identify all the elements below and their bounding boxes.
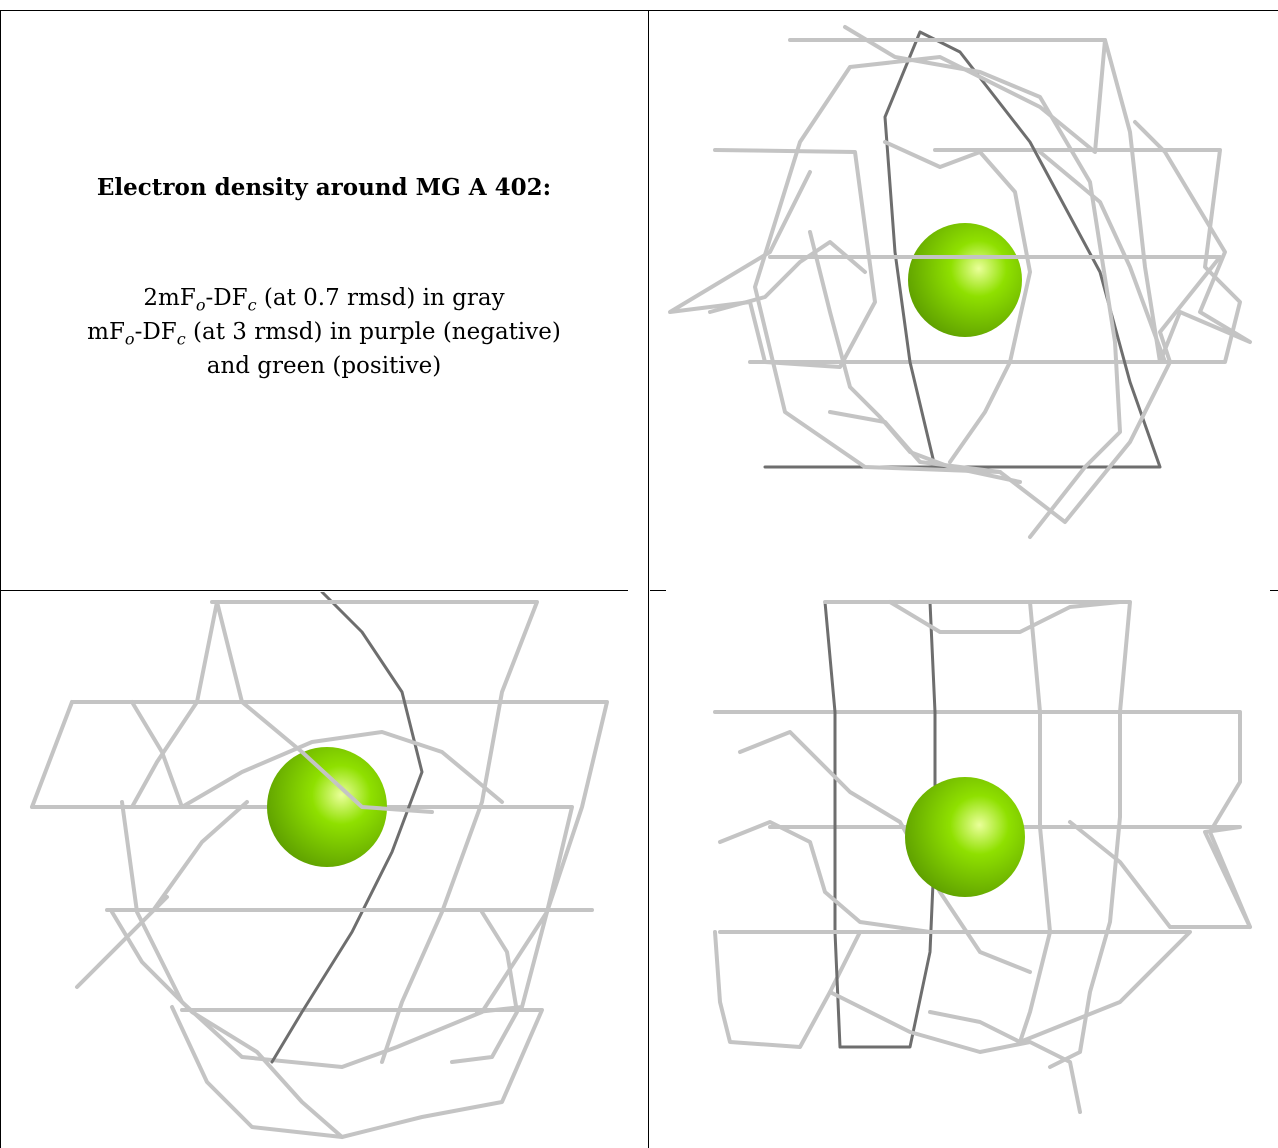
mesh-strand — [808, 230, 1022, 484]
mesh-strand — [763, 30, 1162, 469]
table-divider-horizontal-right — [1270, 590, 1278, 591]
mesh-back-layer — [30, 592, 609, 1139]
mesh-front-layer — [30, 600, 594, 1139]
magnesium-ion-sphere — [908, 223, 1022, 337]
mesh-strand — [110, 910, 344, 1139]
mesh-strand — [738, 730, 1032, 974]
mesh-back-layer — [713, 600, 1252, 1114]
caption-line-green: and green (positive) — [206, 353, 442, 379]
mesh-back-layer — [668, 25, 1242, 539]
density-view-bottom-right — [650, 592, 1276, 1148]
mesh-front-layer — [753, 38, 1252, 524]
mesh-strand — [75, 800, 249, 989]
density-view-top-right — [650, 12, 1276, 588]
mesh-strand — [30, 600, 434, 814]
mesh-strand — [170, 1005, 544, 1139]
table-divider-horizontal-left — [0, 590, 628, 591]
mesh-strand — [888, 600, 1122, 634]
density-mesh-view-1 — [668, 25, 1252, 539]
table-border-top — [0, 10, 1278, 11]
caption-line-mfo-dfc: mFo-DFc (at 3 rmsd) in purple (negative) — [87, 319, 561, 349]
mesh-strand — [843, 25, 1122, 539]
mesh-strand — [450, 910, 519, 1064]
mesh-strand — [713, 930, 862, 1049]
density-view-bottom-left — [2, 592, 646, 1148]
mesh-strand — [718, 930, 1192, 1044]
mesh-strand — [708, 240, 867, 314]
caption-cell: Electron density around MG A 402: 2mFo-D… — [0, 0, 648, 590]
density-mesh-view-3 — [713, 600, 1252, 1114]
table-border-left — [0, 10, 1, 1148]
caption-line-2mfo-dfc: 2mFo-DFc (at 0.7 rmsd) in gray — [143, 285, 505, 315]
mesh-strand — [130, 700, 504, 809]
mesh-strand — [828, 990, 1082, 1114]
mesh-strand — [883, 140, 1032, 464]
mesh-strand — [30, 800, 574, 1069]
magnesium-ion-sphere — [267, 747, 387, 867]
mesh-strand — [713, 710, 1252, 929]
mesh-strand — [753, 38, 1107, 474]
mesh-strand — [718, 820, 932, 934]
magnesium-ion-sphere — [905, 777, 1025, 897]
mesh-strand — [1018, 600, 1052, 1044]
table-divider-vertical — [648, 10, 649, 1148]
mesh-strand — [823, 600, 937, 1049]
mesh-strand — [1103, 38, 1252, 364]
table-divider-horizontal-mid — [650, 590, 666, 591]
caption-title: Electron density around MG A 402: — [96, 174, 552, 201]
mesh-strand — [933, 148, 1242, 364]
mesh-strand — [823, 600, 1132, 1069]
mesh-front-layer — [718, 600, 1192, 1069]
mesh-strand — [210, 600, 539, 1064]
density-mesh-view-2 — [30, 592, 609, 1139]
